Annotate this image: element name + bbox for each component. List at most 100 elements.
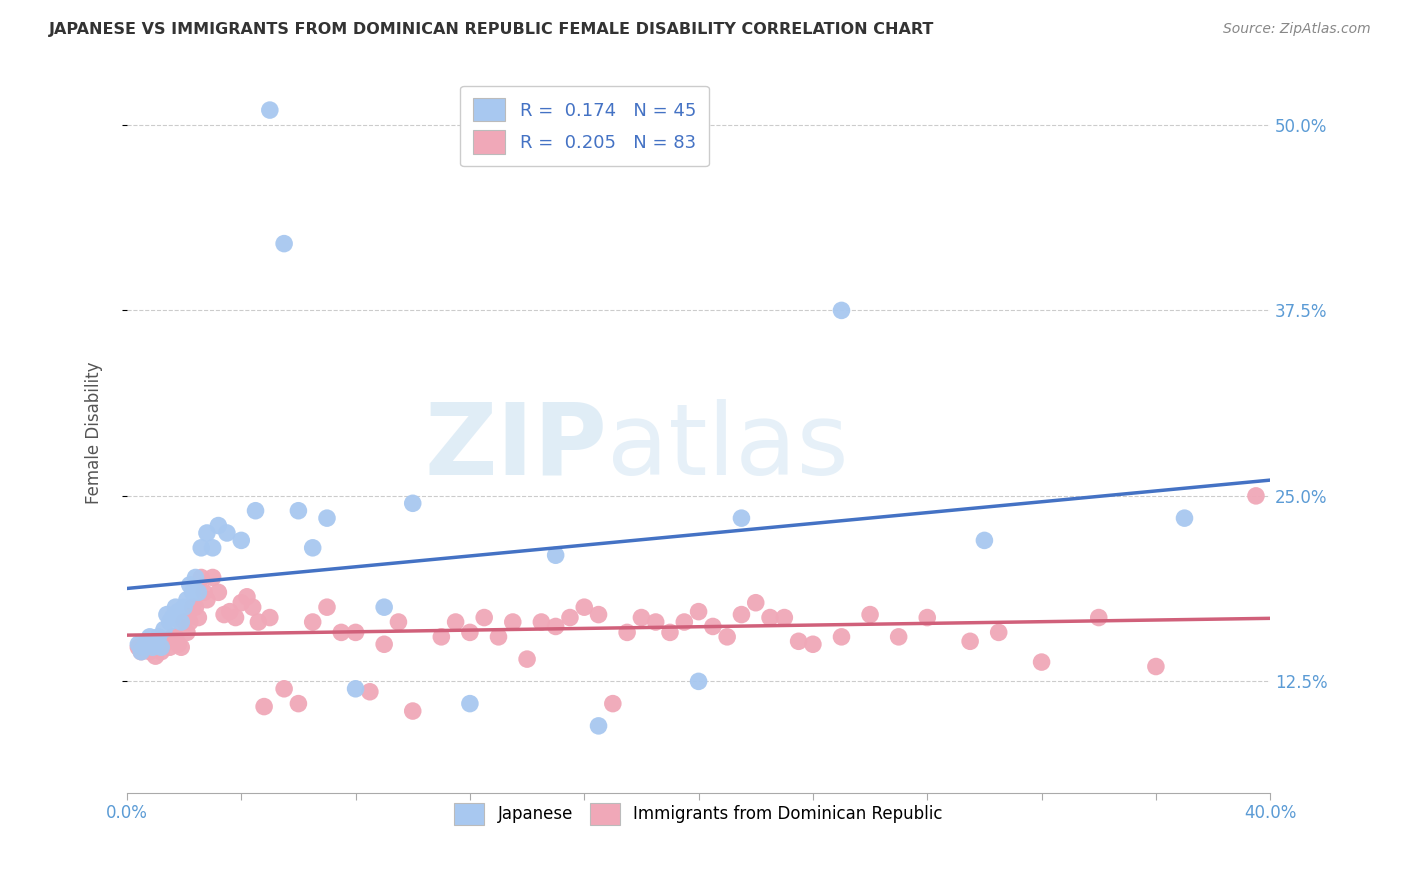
Point — [787, 634, 810, 648]
Point — [179, 615, 201, 629]
Point — [242, 600, 264, 615]
Point — [207, 518, 229, 533]
Point — [659, 625, 682, 640]
Point — [831, 630, 853, 644]
Point — [184, 600, 207, 615]
Point — [502, 615, 524, 629]
Point — [730, 607, 752, 622]
Point — [190, 570, 212, 584]
Y-axis label: Female Disability: Female Disability — [86, 361, 103, 504]
Point — [156, 634, 179, 648]
Point — [558, 610, 581, 624]
Point — [430, 630, 453, 644]
Point — [195, 592, 218, 607]
Point — [745, 596, 768, 610]
Point — [702, 619, 724, 633]
Point — [153, 623, 176, 637]
Point — [159, 640, 181, 655]
Point — [167, 637, 190, 651]
Point — [135, 634, 157, 648]
Point — [187, 610, 209, 624]
Point — [132, 640, 155, 655]
Point — [165, 630, 187, 644]
Point — [215, 526, 238, 541]
Point — [181, 585, 204, 599]
Point — [887, 630, 910, 644]
Point — [150, 645, 173, 659]
Point — [127, 637, 149, 651]
Point — [359, 685, 381, 699]
Point — [173, 615, 195, 629]
Point — [135, 637, 157, 651]
Point — [1087, 610, 1109, 624]
Point — [458, 697, 481, 711]
Point — [402, 496, 425, 510]
Point — [987, 625, 1010, 640]
Point — [458, 625, 481, 640]
Point — [488, 630, 510, 644]
Point — [139, 645, 162, 659]
Point — [145, 637, 167, 651]
Point — [132, 640, 155, 655]
Point — [1173, 511, 1195, 525]
Point — [544, 619, 567, 633]
Point — [915, 610, 938, 624]
Point — [644, 615, 666, 629]
Point — [179, 578, 201, 592]
Point — [253, 699, 276, 714]
Point — [162, 610, 184, 624]
Point — [193, 585, 215, 599]
Point — [176, 625, 198, 640]
Point — [170, 640, 193, 655]
Point — [142, 640, 165, 655]
Point — [225, 610, 247, 624]
Point — [602, 697, 624, 711]
Point — [156, 607, 179, 622]
Point — [207, 585, 229, 599]
Point — [273, 681, 295, 696]
Point — [831, 303, 853, 318]
Point — [273, 236, 295, 251]
Point — [201, 541, 224, 555]
Point — [176, 592, 198, 607]
Point — [245, 504, 267, 518]
Point — [316, 600, 339, 615]
Point — [127, 640, 149, 655]
Point — [859, 607, 882, 622]
Point — [544, 548, 567, 562]
Point — [148, 640, 170, 655]
Point — [516, 652, 538, 666]
Text: ZIP: ZIP — [425, 399, 607, 496]
Point — [139, 630, 162, 644]
Point — [231, 533, 253, 548]
Point — [373, 637, 395, 651]
Point — [588, 719, 610, 733]
Point — [129, 645, 152, 659]
Point — [301, 541, 323, 555]
Point — [150, 640, 173, 655]
Point — [1144, 659, 1167, 673]
Point — [173, 600, 195, 615]
Point — [630, 610, 652, 624]
Text: JAPANESE VS IMMIGRANTS FROM DOMINICAN REPUBLIC FEMALE DISABILITY CORRELATION CHA: JAPANESE VS IMMIGRANTS FROM DOMINICAN RE… — [49, 22, 935, 37]
Text: atlas: atlas — [607, 399, 849, 496]
Point — [344, 681, 367, 696]
Point — [1031, 655, 1053, 669]
Point — [316, 511, 339, 525]
Point — [247, 615, 270, 629]
Point — [973, 533, 995, 548]
Point — [387, 615, 409, 629]
Point — [716, 630, 738, 644]
Point — [287, 697, 309, 711]
Point — [472, 610, 495, 624]
Legend: Japanese, Immigrants from Dominican Republic: Japanese, Immigrants from Dominican Repu… — [444, 793, 953, 835]
Point — [301, 615, 323, 629]
Point — [530, 615, 553, 629]
Point — [236, 590, 259, 604]
Point — [190, 541, 212, 555]
Point — [588, 607, 610, 622]
Point — [218, 605, 240, 619]
Point — [574, 600, 596, 615]
Point — [373, 600, 395, 615]
Point — [170, 615, 193, 629]
